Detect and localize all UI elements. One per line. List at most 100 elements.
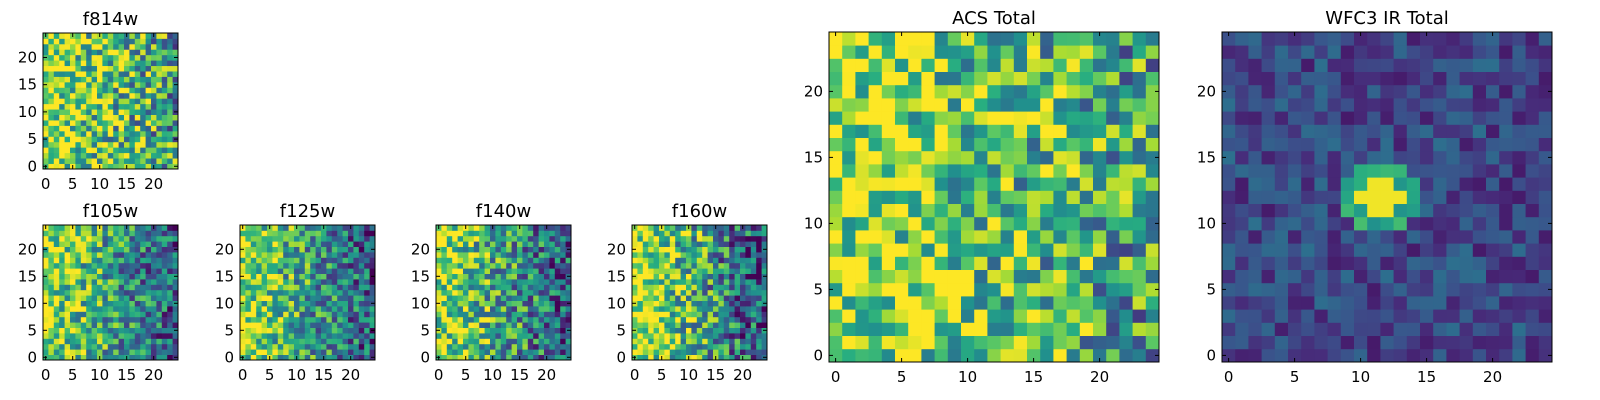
heatmap-cell	[855, 322, 869, 336]
heatmap-cell	[511, 252, 518, 258]
heatmap-cell	[921, 32, 935, 46]
heatmap-cell	[1446, 137, 1460, 152]
heatmap-cell	[750, 252, 757, 258]
heatmap-cell	[48, 65, 55, 72]
heatmap-cell	[1472, 177, 1487, 191]
heatmap-cell	[1380, 216, 1394, 231]
heatmap-cell	[457, 306, 464, 312]
y-tick-label: 10	[804, 214, 823, 232]
heatmap-cell	[70, 284, 76, 291]
heatmap-cell	[495, 295, 502, 301]
heatmap-cell	[1222, 98, 1236, 112]
heatmap-cell	[713, 252, 719, 258]
heatmap-cell	[473, 322, 480, 328]
heatmap-cell	[53, 349, 60, 355]
heatmap-cell	[1354, 282, 1368, 297]
heatmap-cell	[468, 289, 475, 296]
heatmap-cell	[1093, 256, 1107, 270]
heatmap-cell	[527, 257, 534, 264]
heatmap-cell	[113, 349, 119, 355]
heatmap-cell	[479, 327, 485, 334]
heatmap-cell	[1027, 190, 1041, 204]
heatmap-cell	[1459, 124, 1474, 138]
heatmap-cell	[113, 87, 119, 94]
heatmap-cell	[156, 43, 163, 50]
heatmap-cell	[908, 98, 922, 112]
heatmap-cell	[1393, 71, 1408, 86]
heatmap-cell	[1380, 137, 1394, 152]
heatmap-cell	[75, 257, 82, 264]
heatmap-cell	[48, 114, 55, 121]
heatmap-cell	[527, 262, 534, 269]
heatmap-cell	[908, 177, 922, 191]
heatmap-cell	[1145, 203, 1160, 218]
heatmap-cell	[961, 335, 975, 350]
heatmap-cell	[637, 268, 644, 274]
heatmap-cell	[283, 246, 289, 253]
heatmap-cell	[648, 289, 654, 296]
heatmap-cell	[554, 316, 561, 323]
heatmap-cell	[713, 333, 719, 339]
heatmap-cell	[172, 141, 179, 148]
heatmap-cell	[452, 235, 458, 242]
heatmap-cell	[86, 136, 92, 143]
heatmap-cell	[304, 262, 311, 269]
heatmap-cell	[86, 65, 92, 72]
heatmap-cell	[664, 262, 671, 269]
heatmap-cell	[326, 246, 333, 253]
heatmap-cell	[80, 81, 87, 88]
heatmap-cell	[1354, 137, 1368, 152]
heatmap-cell	[86, 125, 92, 132]
heatmap-cell	[549, 295, 556, 301]
heatmap-cell	[718, 338, 725, 345]
heatmap-cell	[987, 164, 1001, 178]
heatmap-cell	[75, 262, 82, 269]
heatmap-cell	[48, 343, 55, 350]
heatmap-cell	[1132, 58, 1147, 72]
heatmap-cell	[140, 289, 146, 296]
heatmap-cell	[353, 289, 360, 296]
heatmap-cell	[156, 273, 163, 280]
heatmap-cell	[1106, 32, 1120, 46]
heatmap-cell	[1079, 111, 1094, 125]
heatmap-cell	[118, 273, 125, 280]
heatmap-cell	[686, 338, 692, 345]
x-tick-label: 10	[90, 175, 109, 193]
heatmap-cell	[107, 246, 114, 253]
heatmap-cell	[140, 76, 146, 83]
heatmap-cell	[43, 279, 49, 285]
heatmap-cell	[669, 230, 676, 237]
x-tick-label: 5	[1290, 368, 1300, 386]
heatmap-cell	[1380, 58, 1394, 72]
heatmap-cell	[490, 279, 496, 285]
heatmap-cell	[331, 230, 338, 237]
heatmap-cell	[1393, 322, 1408, 336]
heatmap-cell	[1354, 150, 1368, 165]
heatmap-cell	[740, 333, 746, 339]
heatmap-cell	[261, 300, 268, 307]
heatmap-cell	[342, 333, 349, 339]
heatmap-cell	[70, 43, 76, 50]
x-tick-label: 0	[1224, 368, 1234, 386]
heatmap-cell	[348, 268, 354, 274]
heatmap-cell	[511, 300, 518, 307]
heatmap-cell	[151, 268, 157, 274]
heatmap-cell	[648, 295, 654, 301]
heatmap-cell	[473, 257, 480, 264]
heatmap-cell	[934, 45, 949, 59]
heatmap-cell	[1040, 164, 1054, 178]
heatmap-cell	[517, 316, 523, 323]
heatmap-cell	[70, 349, 76, 355]
heatmap-cell	[675, 268, 681, 274]
heatmap-cell	[326, 316, 333, 323]
heatmap-cell	[145, 141, 152, 148]
heatmap-cell	[686, 279, 692, 285]
heatmap-cell	[484, 246, 491, 253]
heatmap-cell	[156, 54, 163, 61]
axis-frame-f105w	[42, 224, 179, 361]
heatmap-cell	[48, 92, 55, 99]
heatmap-cell	[267, 322, 273, 328]
heatmap-cell	[1093, 45, 1107, 59]
heatmap-cell	[102, 316, 109, 323]
heatmap-cell	[240, 322, 246, 328]
